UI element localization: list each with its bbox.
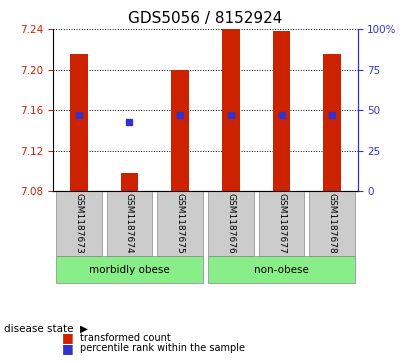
Text: ■: ■ <box>62 331 74 344</box>
FancyBboxPatch shape <box>259 191 304 256</box>
Text: morbidly obese: morbidly obese <box>89 265 170 275</box>
Text: GSM1187676: GSM1187676 <box>226 193 236 254</box>
FancyBboxPatch shape <box>157 191 203 256</box>
FancyBboxPatch shape <box>107 191 152 256</box>
FancyBboxPatch shape <box>208 256 355 283</box>
Bar <box>323 54 341 191</box>
FancyBboxPatch shape <box>56 191 102 256</box>
FancyBboxPatch shape <box>309 191 355 256</box>
Text: GSM1187674: GSM1187674 <box>125 193 134 254</box>
Text: GSM1187678: GSM1187678 <box>328 193 337 254</box>
Text: non-obese: non-obese <box>254 265 309 275</box>
Bar <box>272 31 291 191</box>
FancyBboxPatch shape <box>208 191 254 256</box>
Bar <box>70 54 88 191</box>
Title: GDS5056 / 8152924: GDS5056 / 8152924 <box>128 12 283 26</box>
Bar <box>120 173 139 191</box>
Text: disease state  ▶: disease state ▶ <box>4 323 88 334</box>
Bar <box>222 27 240 191</box>
Text: GSM1187675: GSM1187675 <box>175 193 185 254</box>
Text: percentile rank within the sample: percentile rank within the sample <box>80 343 245 354</box>
Text: GSM1187677: GSM1187677 <box>277 193 286 254</box>
Text: GSM1187673: GSM1187673 <box>74 193 83 254</box>
Bar <box>171 70 189 191</box>
FancyBboxPatch shape <box>56 256 203 283</box>
Text: transformed count: transformed count <box>80 333 171 343</box>
Text: ■: ■ <box>62 342 74 355</box>
